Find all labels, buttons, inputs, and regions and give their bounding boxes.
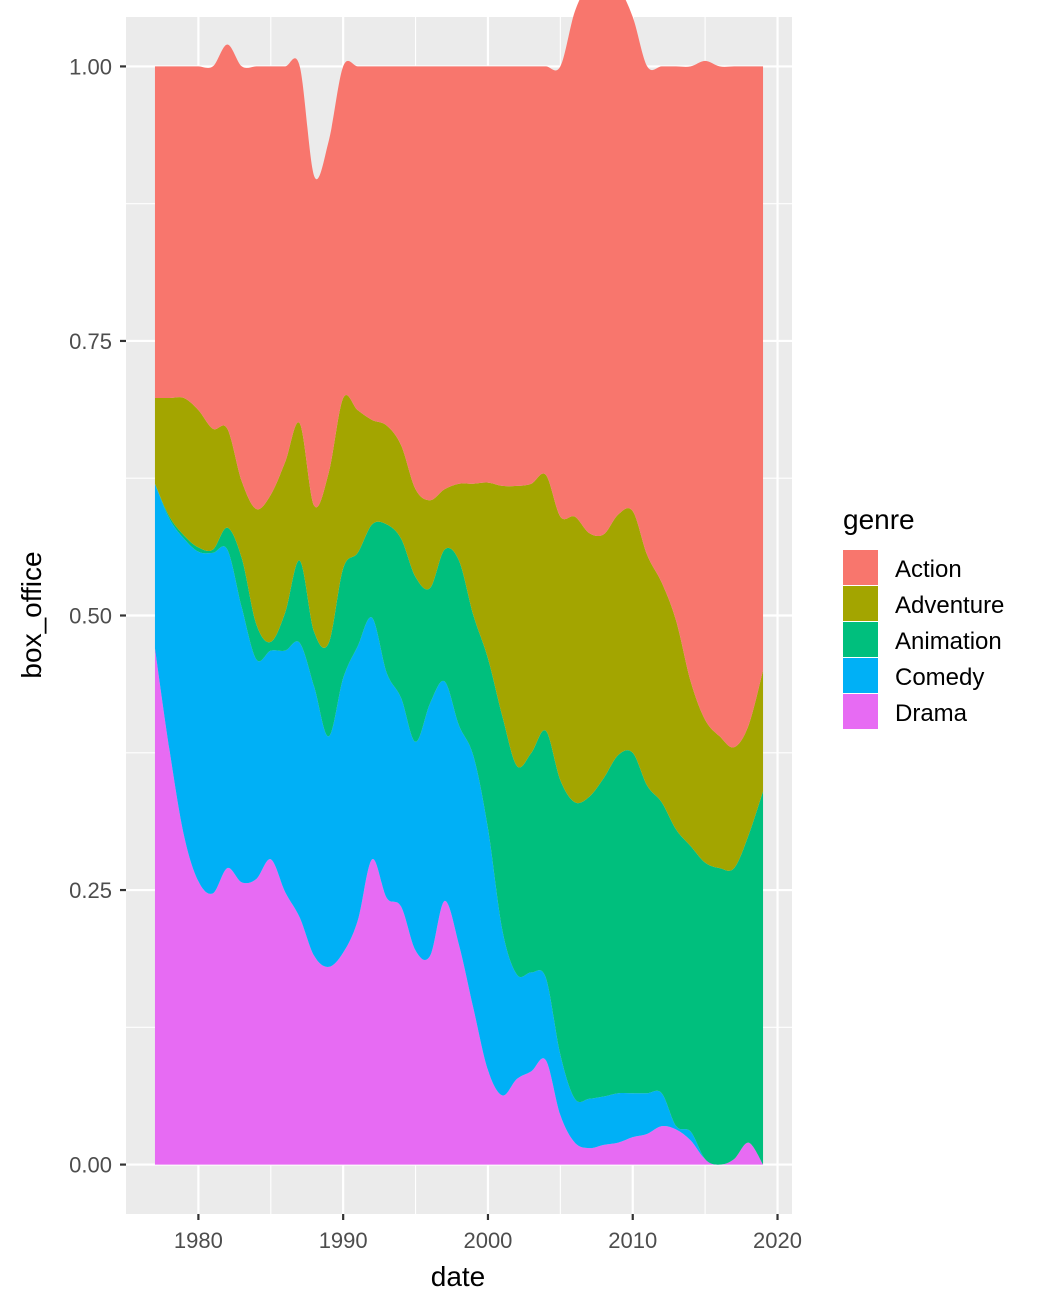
area-adventure <box>154 394 764 871</box>
axes: 0.00 0.25 0.50 0.75 1.00 1980 1990 2000 2010 2020 <box>69 54 802 1253</box>
area-comedy <box>154 483 764 1165</box>
legend-title: genre <box>843 504 915 535</box>
x-tick-label: 2010 <box>608 1228 657 1253</box>
legend-swatch-animation <box>843 622 878 657</box>
x-axis-title: date <box>431 1261 486 1292</box>
x-tick-label: 2020 <box>753 1228 802 1253</box>
y-tick-label: 0.50 <box>69 604 112 629</box>
y-tick-label: 1.00 <box>69 54 112 79</box>
y-tick-label: 0.25 <box>69 878 112 903</box>
area-drama <box>154 648 764 1165</box>
legend-swatch-drama <box>843 694 878 729</box>
x-tick-label: 1990 <box>319 1228 368 1253</box>
x-tick-label: 1980 <box>174 1228 223 1253</box>
legend-label-drama: Drama <box>895 700 968 727</box>
area-animation <box>154 483 764 1165</box>
legend-swatch-action <box>843 550 878 585</box>
area-series-group <box>154 0 764 1165</box>
legend-label-adventure: Adventure <box>895 592 1004 619</box>
legend-swatch-comedy <box>843 658 878 693</box>
legend-label-action: Action <box>895 556 962 583</box>
legend-label-animation: Animation <box>895 628 1002 655</box>
legend-swatch-adventure <box>843 586 878 621</box>
y-axis-title: box_office <box>16 551 47 678</box>
legend-label-comedy: Comedy <box>895 664 984 691</box>
legend: genre Action Adventure Animation Comedy Dram… <box>843 504 1004 729</box>
y-tick-label: 0.00 <box>69 1153 112 1178</box>
y-tick-label: 0.75 <box>69 329 112 354</box>
area-action <box>154 0 764 748</box>
x-tick-label: 2000 <box>463 1228 512 1253</box>
